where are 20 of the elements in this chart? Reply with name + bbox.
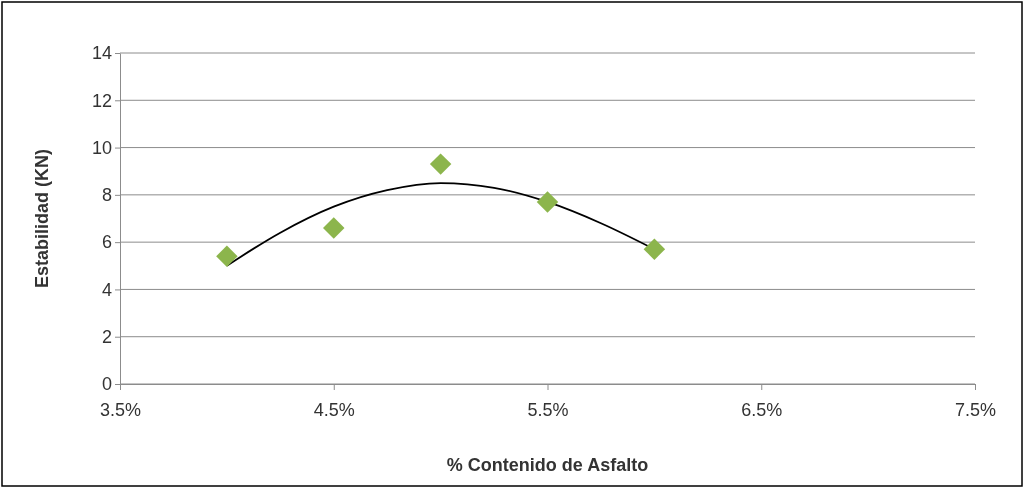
point xyxy=(216,245,238,268)
y-tick-label: 8 xyxy=(101,185,112,206)
x-axis-title: % Contenido de Asfalto xyxy=(446,455,649,475)
point xyxy=(323,217,345,239)
y-tick-label: 10 xyxy=(91,137,112,158)
y-tick-label: 12 xyxy=(91,90,112,111)
x-tick-label: 4.5% xyxy=(313,400,355,421)
point xyxy=(429,153,452,175)
point xyxy=(643,238,666,260)
x-tick-label: 3.5% xyxy=(99,400,142,421)
y-tick-label: 2 xyxy=(101,326,112,347)
point xyxy=(536,191,559,213)
y-axis-title: Estabilidad (KN) xyxy=(32,148,52,289)
x-tick-label: 6.5% xyxy=(741,400,783,421)
x-tick-label: 7.5% xyxy=(954,400,997,421)
x-tick-label: 5.5% xyxy=(527,400,569,421)
y-tick-label: 14 xyxy=(91,43,112,64)
y-tick-label: 6 xyxy=(101,232,112,253)
y-tick-label: 0 xyxy=(101,374,112,395)
y-tick-label: 4 xyxy=(101,279,112,300)
